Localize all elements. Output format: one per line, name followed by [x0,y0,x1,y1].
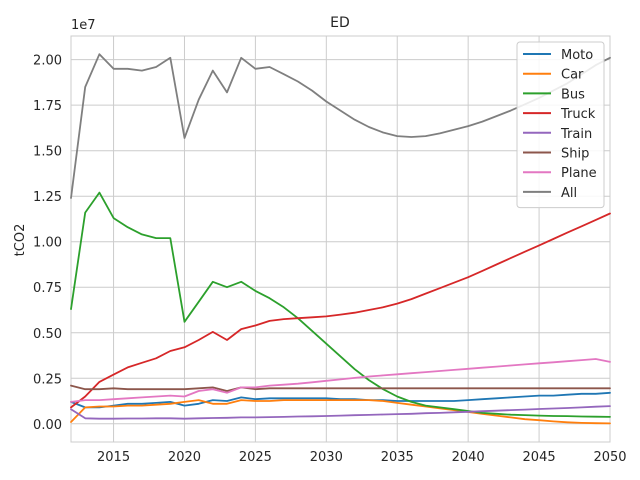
y-tick-label: 0.50 [33,327,62,342]
x-tick-labels: 2015 2020 2025 2030 2035 2040 2045 2050 [97,450,627,465]
legend-label-truck: Truck [560,107,596,122]
series-lines [70,53,611,425]
x-tick-label: 2015 [97,450,130,465]
plot-frame [70,35,611,443]
legend-label-bus: Bus [561,87,585,102]
legend-label-train: Train [560,127,592,142]
series-line-bus [70,191,611,418]
x-tick-label: 2025 [239,450,272,465]
y-axis-label: tCO2 [13,224,28,257]
y-tick-labels: 0.00 0.25 0.50 0.75 1.00 1.25 1.50 1.75 2.00 [33,54,62,433]
y-tick-label: 0.25 [33,372,62,387]
legend-label-plane: Plane [561,166,597,181]
y-tick-label: 1.50 [33,145,62,160]
legend-box [516,41,605,209]
x-tick-label: 2045 [523,450,556,465]
x-tick-label: 2040 [452,450,485,465]
legend-label-all: All [561,186,577,201]
legend-label-moto: Moto [561,48,593,63]
y-tick-label: 0.75 [33,281,62,296]
series-line-plane [70,358,611,403]
y-tick-label: 1.00 [33,236,62,251]
y-tick-label: 1.75 [33,99,62,114]
legend: Moto Car Bus Truck Train Ship Plane All [516,41,605,209]
y-tick-label: 0.00 [33,418,62,433]
y-tick-label: 1.25 [33,190,62,205]
x-tick-label: 2020 [168,450,201,465]
x-tick-label: 2035 [381,450,414,465]
y-offset-label: 1e7 [71,18,96,33]
y-tick-label: 2.00 [33,54,62,69]
chart-title: ED [330,15,350,31]
series-line-ship [70,384,611,392]
legend-label-ship: Ship [561,147,589,162]
series-line-truck [70,212,611,409]
legend-label-car: Car [561,68,584,83]
series-line-car [70,399,611,425]
x-tick-label: 2050 [593,450,626,465]
x-tick-label: 2030 [310,450,343,465]
series-line-train [70,405,611,420]
